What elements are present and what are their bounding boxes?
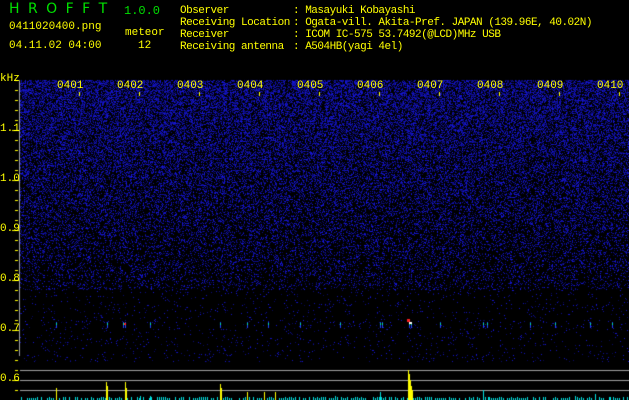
receiver-label: Receiver	[180, 29, 229, 41]
x-tick-label: 0410	[597, 80, 624, 92]
location-label: Receiving Location	[180, 17, 290, 29]
x-tick-label: 0406	[357, 80, 384, 92]
y-tick-label: 0.9	[0, 223, 20, 235]
file-name: 0411020400.png	[9, 21, 102, 33]
observer-label: Observer	[180, 5, 229, 17]
app-version: 1.0.0	[124, 4, 161, 18]
x-tick-label: 0408	[477, 80, 504, 92]
observer-value: : Masayuki Kobayashi	[293, 5, 416, 17]
meteor-count: 12	[138, 40, 152, 52]
y-tick-label: 0.8	[0, 273, 20, 285]
x-tick-label: 0409	[537, 80, 564, 92]
antenna-value: : A504HB(yagi 4el)	[293, 41, 403, 53]
antenna-label: Receiving antenna	[180, 41, 284, 53]
x-tick-label: 0404	[237, 80, 264, 92]
x-tick-label: 0405	[297, 80, 324, 92]
x-tick-label: 0403	[177, 80, 204, 92]
receiver-value: : ICOM IC-575 53.7492(@LCD)MHz USB	[293, 29, 501, 41]
file-datetime: 04.11.02 04:00	[9, 40, 102, 52]
meteor-label: meteor	[125, 27, 165, 39]
x-tick-label: 0407	[417, 80, 444, 92]
y-tick-label: 1.0	[0, 173, 20, 185]
x-tick-label: 0402	[117, 80, 144, 92]
location-value: : Ogata-vill. Akita-Pref. JAPAN (139.96E…	[293, 17, 592, 29]
y-tick-label: 0.6	[0, 373, 20, 385]
x-tick-label: 0401	[57, 80, 84, 92]
y-tick-label: 0.7	[0, 323, 20, 335]
app-title: H R O F F T	[9, 1, 110, 17]
y-tick-label: 1.1	[0, 123, 20, 135]
y-unit-label: kHz	[0, 73, 20, 85]
